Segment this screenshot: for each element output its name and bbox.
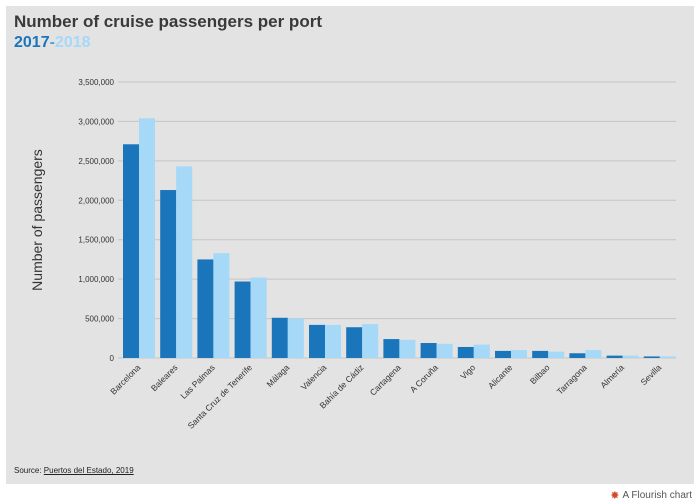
bar-2017 [643, 356, 660, 358]
bar-2018 [548, 351, 565, 358]
bar-2017 [606, 355, 623, 358]
flourish-credit[interactable]: ✸ A Flourish chart [610, 489, 692, 502]
x-tick-label: Bilbao [528, 362, 552, 386]
bar-2018 [287, 318, 304, 358]
bar-2017 [197, 259, 214, 358]
y-tick-label: 3,500,000 [78, 78, 114, 87]
x-tick-label: Vigo [458, 362, 477, 381]
bar-2018 [659, 356, 676, 358]
bar-2018 [511, 350, 527, 358]
y-tick-label: 1,500,000 [78, 236, 114, 245]
bar-2017 [383, 339, 400, 358]
y-tick-label: 3,000,000 [78, 117, 114, 126]
flourish-label: A Flourish chart [622, 490, 692, 501]
x-tick-label: Málaga [264, 362, 291, 389]
y-tick-label: 1,000,000 [78, 275, 114, 284]
bar-2017 [457, 346, 474, 358]
x-tick-label: A Coruña [408, 362, 440, 394]
subtitle-year-2017: 2017 [14, 34, 50, 51]
bar-2017 [495, 350, 511, 358]
bar-2018 [399, 339, 416, 358]
source-note: Source: Puertos del Estado, 2019 [14, 466, 134, 475]
x-tick-label: Baleares [149, 362, 180, 393]
chart-subtitle: 2017-2018 [14, 34, 91, 52]
bar-2018 [139, 118, 155, 358]
x-tick-label: Las Palmas [178, 362, 216, 400]
x-tick-label: Alicante [486, 362, 515, 391]
bar-2017 [271, 317, 288, 358]
bar-2018 [436, 343, 453, 358]
x-tick-label: Valencia [299, 362, 329, 392]
bar-2017 [160, 190, 177, 358]
bar-2018 [473, 344, 490, 358]
bar-2017 [234, 281, 251, 358]
bar-2018 [250, 277, 267, 358]
bar-2018 [176, 166, 193, 358]
bar-2017 [569, 353, 586, 358]
bar-2017 [123, 144, 139, 358]
flourish-logo-icon: ✸ [610, 490, 620, 502]
x-tick-label: Almería [598, 362, 626, 390]
y-tick-label: 2,000,000 [78, 196, 114, 205]
bar-2018 [325, 324, 341, 358]
x-tick-label: Sevilla [638, 362, 663, 387]
bar-2018 [585, 350, 602, 358]
y-tick-label: 500,000 [85, 315, 114, 324]
chart-card [6, 6, 694, 484]
x-tick-label: Cartagena [368, 362, 403, 397]
source-link[interactable]: Puertos del Estado, 2019 [43, 466, 134, 475]
subtitle-separator: - [49, 34, 55, 51]
chart-title: Number of cruise passengers per port [14, 12, 322, 31]
bar-2017 [532, 350, 549, 358]
bar-2018 [213, 253, 230, 358]
bar-2018 [362, 324, 379, 358]
x-tick-label: Barcelona [108, 362, 142, 396]
bar-2018 [622, 355, 639, 358]
subtitle-year-2018: 2018 [54, 34, 91, 51]
y-tick-label: 0 [110, 354, 115, 363]
bar-2017 [346, 327, 363, 358]
x-tick-label: Santa Cruz de Tenerife [186, 362, 255, 431]
y-tick-label: 2,500,000 [78, 157, 114, 166]
bar-2017 [420, 343, 437, 358]
source-prefix: Source: [14, 466, 44, 475]
bar-2017 [309, 324, 325, 358]
x-tick-label: Tarragona [555, 362, 589, 396]
